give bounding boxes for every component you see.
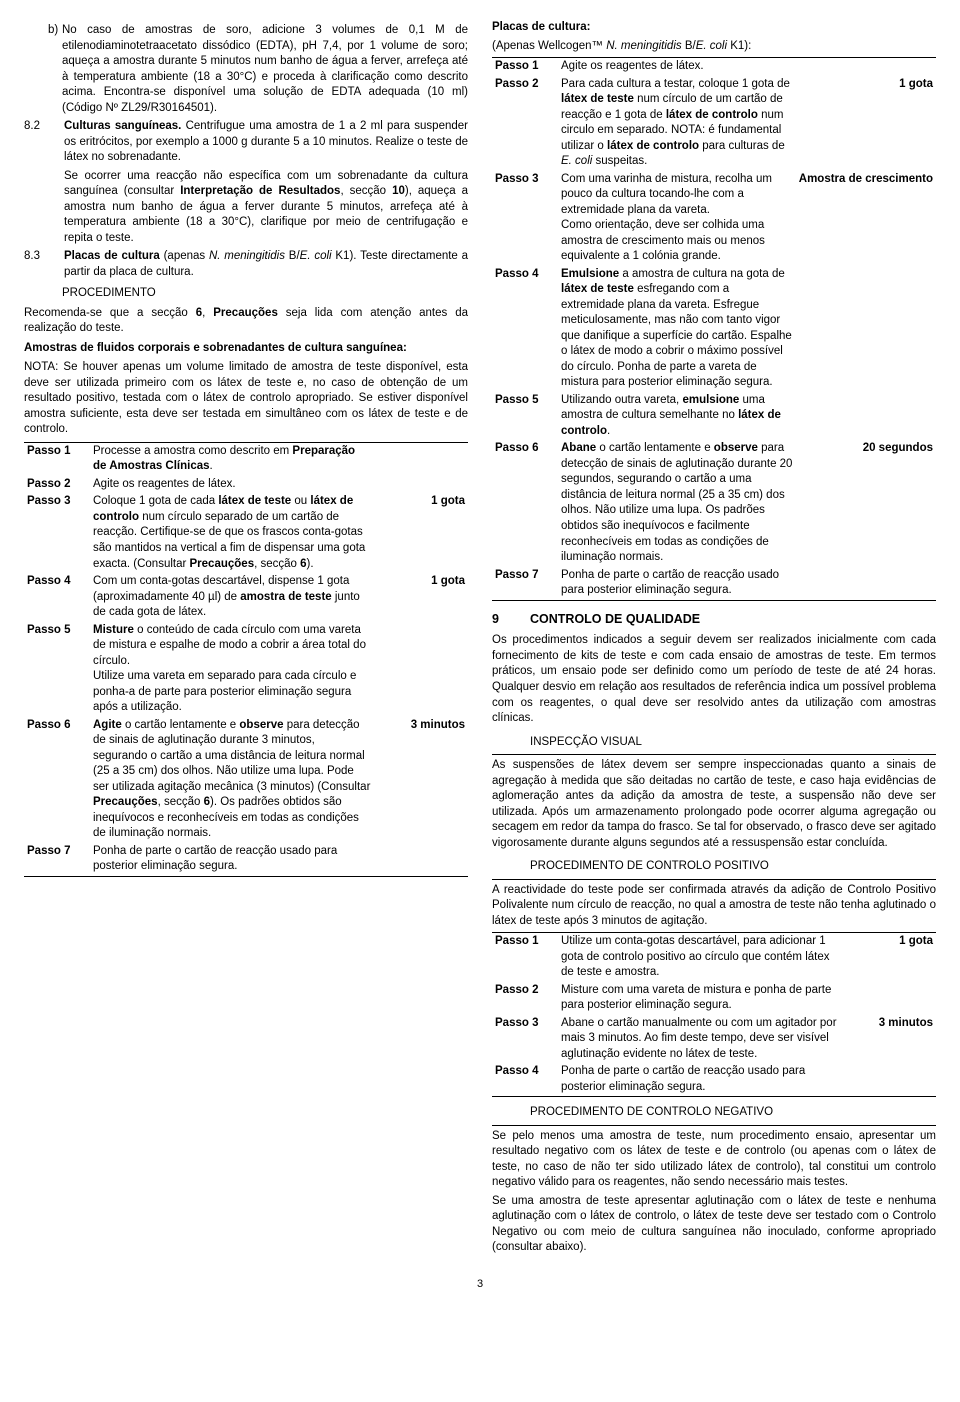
- table-row: Passo 1 Agite os reagentes de látex.: [492, 58, 936, 76]
- page-number: 3: [24, 1277, 936, 1292]
- apenas-line: (Apenas Wellcogen™ N. meningitidis B/E. …: [492, 39, 936, 55]
- h9-num: 9: [492, 611, 530, 628]
- sec-8-2-body: Culturas sanguíneas. Centrifugue uma amo…: [64, 119, 468, 166]
- right-steps-table: Passo 1 Agite os reagentes de látex. Pas…: [492, 57, 936, 601]
- section-8-2: 8.2 Culturas sanguíneas. Centrifugue uma…: [24, 119, 468, 166]
- sec-8-3-ital1: N. meningitidis: [209, 250, 285, 262]
- table-row: Passo 3 Com uma varinha de mistura, reco…: [492, 171, 936, 266]
- sec-8-2-b2: 10: [392, 185, 405, 197]
- table-row: Passo 3 Coloque 1 gota de cada látex de …: [24, 493, 468, 573]
- table-row: Passo 1 Utilize um conta-gotas descartáv…: [492, 933, 936, 982]
- table-row: Passo 4 Com um conta-gotas descartável, …: [24, 573, 468, 622]
- neg-head: PROCEDIMENTO DE CONTROLO NEGATIVO: [530, 1105, 936, 1121]
- section-8-2-cont: Se ocorrer uma reacção não específica co…: [24, 169, 468, 247]
- sec-8-3-ital2: E. coli: [300, 250, 332, 262]
- table-row: Passo 7 Ponha de parte o cartão de reacç…: [492, 567, 936, 601]
- divider: [492, 754, 936, 755]
- h9-para: Os procedimentos indicados a seguir deve…: [492, 633, 936, 726]
- table-row: Passo 2 Agite os reagentes de látex.: [24, 476, 468, 494]
- item-b-text: No caso de amostras de soro, adicione 3 …: [62, 23, 468, 116]
- sec-8-3-num: 8.3: [24, 249, 64, 280]
- sec-8-3-body: Placas de cultura (apenas N. meningitidi…: [64, 249, 468, 280]
- table-row: Passo 1 Processe a amostra como descrito…: [24, 442, 468, 476]
- sec-8-2-b1: Interpretação de Resultados: [180, 185, 340, 197]
- pos-steps-table: Passo 1 Utilize um conta-gotas descartáv…: [492, 932, 936, 1097]
- table-row: Passo 7 Ponha de parte o cartão de reacç…: [24, 843, 468, 877]
- sec-8-2-num: 8.2: [24, 119, 64, 166]
- neg-p2: Se uma amostra de teste apresentar aglut…: [492, 1194, 936, 1256]
- table-row: Passo 5 Misture o conteúdo de cada círcu…: [24, 622, 468, 717]
- amostras-head: Amostras de fluidos corporais e sobrenad…: [24, 341, 468, 357]
- divider: [492, 1125, 936, 1126]
- sec-8-3-bold: Placas de cultura: [64, 250, 160, 262]
- procedimento-head: PROCEDIMENTO: [62, 286, 468, 302]
- table-row: Passo 4 Emulsione a amostra de cultura n…: [492, 266, 936, 392]
- insp-para: As suspensões de látex devem ser sempre …: [492, 758, 936, 851]
- table-row: Passo 6 Agite o cartão lentamente e obse…: [24, 717, 468, 843]
- sec-8-2-p2: Se ocorrer uma reacção não específica co…: [64, 169, 468, 247]
- neg-p1: Se pelo menos uma amostra de teste, num …: [492, 1129, 936, 1191]
- insp-head: INSPECÇÃO VISUAL: [530, 735, 936, 751]
- item-b: b) No caso de amostras de soro, adicione…: [24, 23, 468, 116]
- pos-para: A reactividade do teste pode ser confirm…: [492, 883, 936, 930]
- table-row: Passo 5 Utilizando outra vareta, emulsio…: [492, 392, 936, 441]
- heading-9: 9 CONTROLO DE QUALIDADE: [492, 611, 936, 628]
- left-steps-table: Passo 1 Processe a amostra como descrito…: [24, 442, 468, 877]
- table-row: Passo 2 Para cada cultura a testar, colo…: [492, 76, 936, 171]
- nota-para: NOTA: Se houver apenas um volume limitad…: [24, 360, 468, 438]
- table-row: Passo 2 Misture com uma vareta de mistur…: [492, 982, 936, 1015]
- h9-title: CONTROLO DE QUALIDADE: [530, 611, 700, 628]
- pos-head: PROCEDIMENTO DE CONTROLO POSITIVO: [530, 859, 936, 875]
- divider: [492, 879, 936, 880]
- table-row: Passo 6 Abane o cartão lentamente e obse…: [492, 440, 936, 566]
- section-8-3: 8.3 Placas de cultura (apenas N. meningi…: [24, 249, 468, 280]
- table-row: Passo 4 Ponha de parte o cartão de reacç…: [492, 1063, 936, 1097]
- item-b-letter: b): [24, 23, 62, 116]
- placas-head: Placas de cultura:: [492, 20, 936, 36]
- table-row: Passo 3 Abane o cartão manualmente ou co…: [492, 1015, 936, 1064]
- sec-8-2-title: Culturas sanguíneas.: [64, 120, 181, 132]
- recom-para: Recomenda-se que a secção 6, Precauções …: [24, 306, 468, 337]
